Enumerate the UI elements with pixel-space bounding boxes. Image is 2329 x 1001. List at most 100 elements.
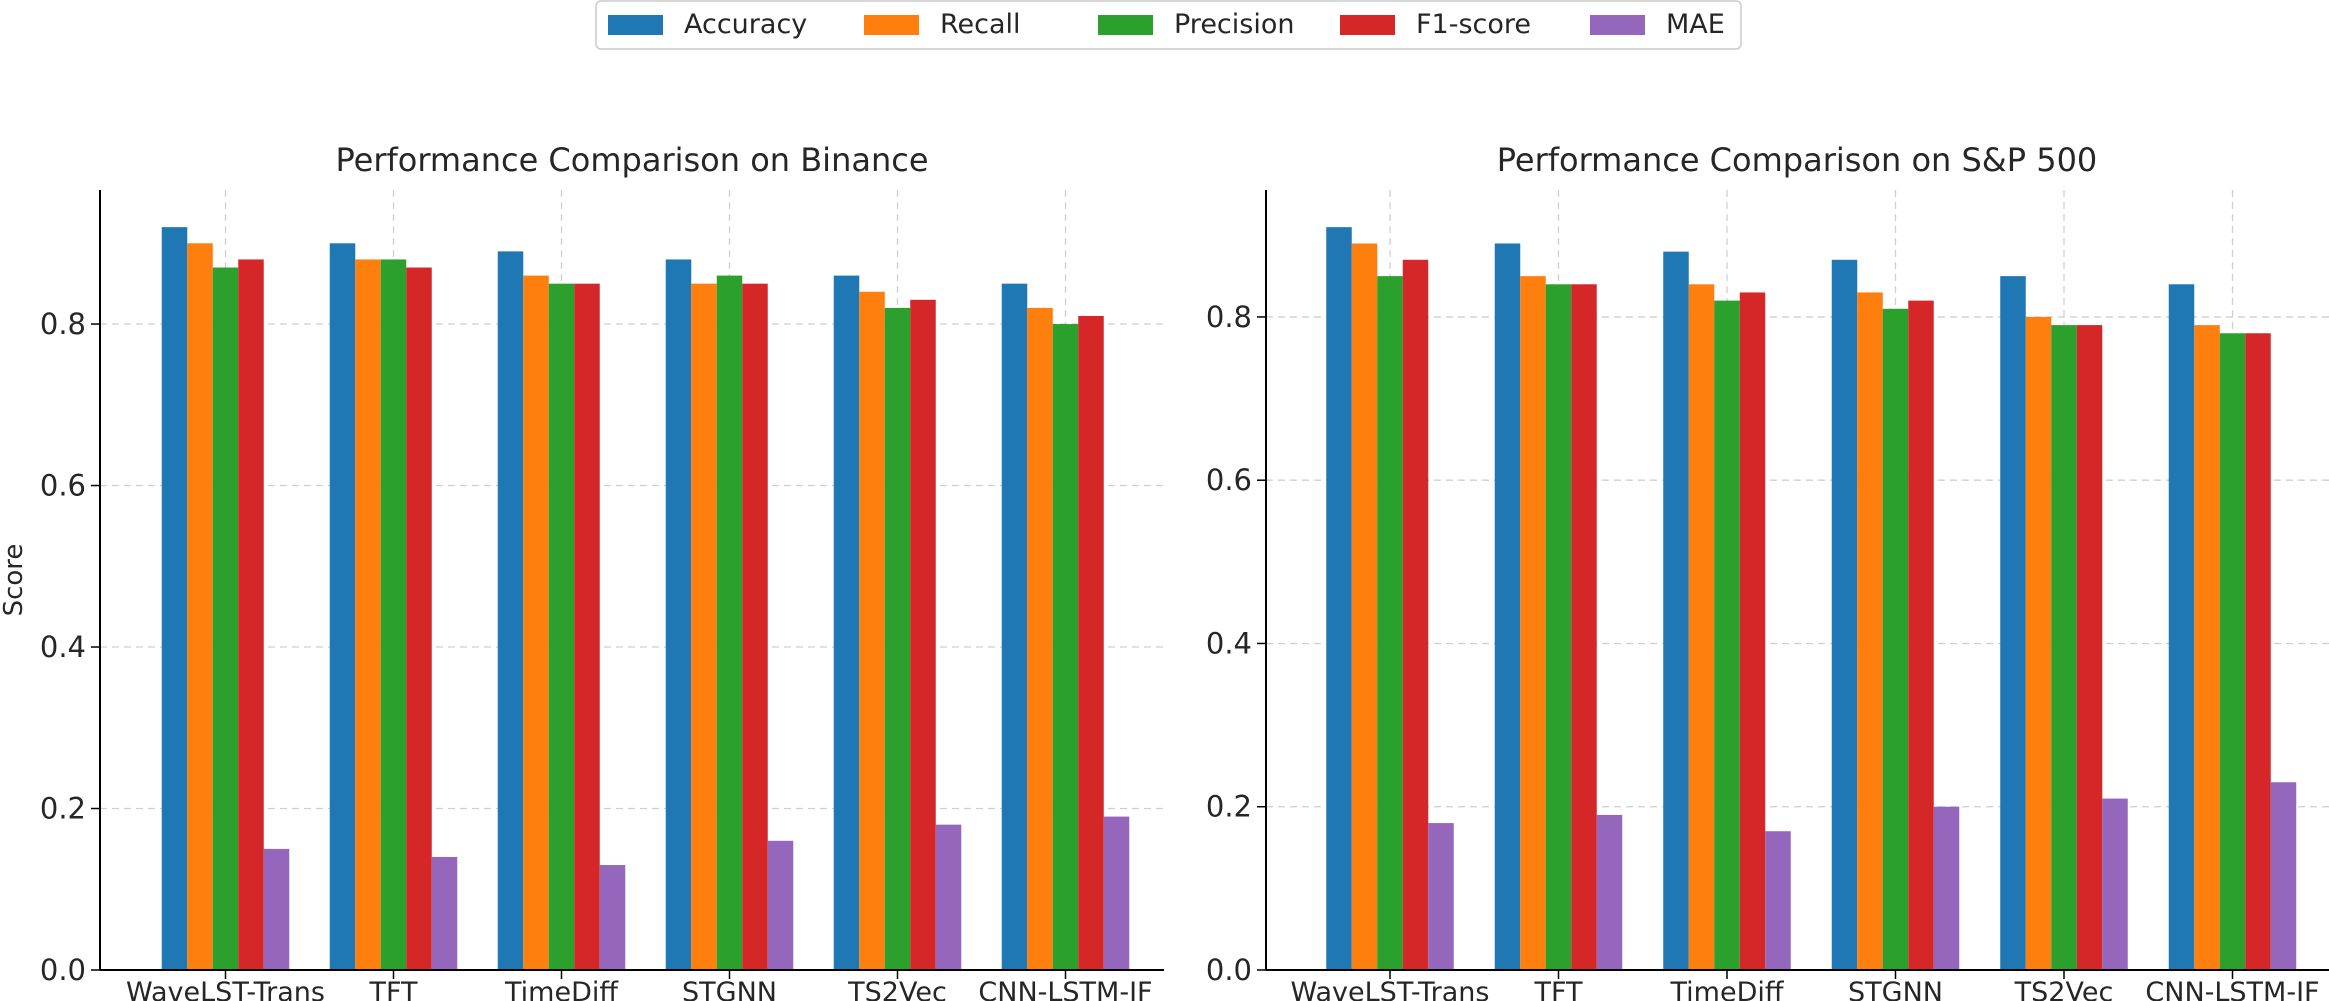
bar-accuracy-ts2vec <box>833 275 860 970</box>
bar-recall-wavelst-trans <box>1351 243 1378 971</box>
x-tick-label-ts2vec: TS2Vec <box>2014 977 2114 1001</box>
legend-label-precision: Precision <box>1174 9 1294 40</box>
bar-f1-score-tft <box>1571 284 1597 970</box>
bar-f1-score-wavelst-trans <box>1402 259 1429 971</box>
bar-recall-tft <box>355 259 381 970</box>
legend-label-accuracy: Accuracy <box>684 9 807 40</box>
bar-mae-tft <box>1596 814 1623 970</box>
chart-sp500: 0.0 0.2 0.4 0.6 0.8 WaveLST-Trans TFT TimeDiff S… <box>1206 141 2329 1001</box>
bar-mae-cnn-lstm-if <box>2270 782 2297 970</box>
bar-precision-ts2vec <box>884 307 911 970</box>
y-tick-label: 0.2 <box>40 792 86 826</box>
bar-mae-ts2vec <box>2102 798 2128 970</box>
bar-f1-score-stgnn <box>1908 300 1934 970</box>
bar-recall-timediff <box>1688 284 1715 970</box>
y-tick-label: 0.8 <box>1206 300 1252 334</box>
x-tick-label-timediff: TimeDiff <box>1670 977 1785 1001</box>
x-tick-label-tft: TFT <box>1533 977 1583 1001</box>
bar-precision-wavelst-trans <box>1377 276 1403 970</box>
legend-frame <box>595 0 1742 50</box>
y-tick-label: 0.0 <box>1206 953 1252 987</box>
bar-mae-wavelst-trans <box>263 848 290 970</box>
x-tick-label-wavelst-trans: WaveLST-Trans <box>126 977 325 1001</box>
bar-accuracy-tft <box>329 243 356 970</box>
bar-mae-ts2vec <box>935 824 962 970</box>
y-tick-label: 0.4 <box>40 630 86 664</box>
bar-accuracy-tft <box>1494 243 1521 971</box>
legend-swatch-mae <box>1590 15 1645 35</box>
bar-f1-score-ts2vec <box>910 299 936 970</box>
bar-mae-stgnn <box>767 840 794 970</box>
x-tick-label-wavelst-trans: WaveLST-Trans <box>1291 977 1490 1001</box>
legend: Accuracy Recall Precision F1-score MAE <box>595 0 1742 50</box>
y-tick-label: 0.6 <box>1206 463 1252 497</box>
bar-recall-cnn-lstm-if <box>1027 307 1053 970</box>
x-tick-label-ts2vec: TS2Vec <box>847 977 947 1001</box>
x-tick-label-tft: TFT <box>368 977 418 1001</box>
legend-label-mae: MAE <box>1666 9 1725 40</box>
bar-accuracy-cnn-lstm-if <box>2168 284 2195 970</box>
bar-f1-score-cnn-lstm-if <box>2245 333 2271 970</box>
chart-title: Performance Comparison on S&P 500 <box>1497 141 2098 179</box>
y-tick-label: 0.2 <box>1206 790 1252 824</box>
bar-precision-ts2vec <box>2051 325 2077 970</box>
y-tick-label: 0.8 <box>40 307 86 341</box>
bar-recall-stgnn <box>1857 292 1883 970</box>
bar-f1-score-ts2vec <box>2076 325 2103 970</box>
legend-label-recall: Recall <box>940 9 1021 40</box>
bar-precision-timediff <box>548 283 575 971</box>
bar-accuracy-timediff <box>497 251 524 970</box>
y-tick-label: 0.6 <box>40 469 86 503</box>
bar-recall-stgnn <box>691 283 717 971</box>
legend-swatch-precision <box>1098 15 1153 35</box>
bar-f1-score-cnn-lstm-if <box>1078 315 1104 970</box>
x-tick-label-timediff: TimeDiff <box>504 977 619 1001</box>
y-axis-label: Score <box>0 544 29 617</box>
bar-recall-tft <box>1520 276 1546 970</box>
bar-precision-tft <box>380 259 407 970</box>
bar-precision-timediff <box>1714 300 1740 970</box>
x-tick-label-cnn-lstm-if: CNN-LSTM-IF <box>2145 977 2319 1001</box>
chart-title: Performance Comparison on Binance <box>335 141 928 179</box>
bar-recall-wavelst-trans <box>187 243 213 970</box>
bar-mae-timediff <box>1765 831 1791 970</box>
bar-mae-timediff <box>599 865 626 970</box>
bar-mae-cnn-lstm-if <box>1103 816 1130 970</box>
bar-precision-stgnn <box>716 275 743 970</box>
legend-swatch-accuracy <box>608 15 663 35</box>
bar-recall-ts2vec <box>2025 316 2052 970</box>
bar-precision-tft <box>1545 284 1572 970</box>
bar-precision-cnn-lstm-if <box>2219 333 2246 970</box>
bar-mae-wavelst-trans <box>1428 823 1454 970</box>
bar-f1-score-stgnn <box>742 283 768 971</box>
bar-precision-stgnn <box>1882 308 1909 970</box>
bar-accuracy-stgnn <box>665 259 692 970</box>
x-tick-label-stgnn: STGNN <box>682 977 777 1001</box>
y-tick-label: 0.0 <box>40 953 86 987</box>
bar-mae-stgnn <box>1933 806 1960 970</box>
bar-f1-score-tft <box>406 267 432 971</box>
chart-binance: 0.0 0.2 0.4 0.6 0.8 WaveLST-Trans TFT TimeDiff S… <box>0 141 1164 1001</box>
bar-recall-cnn-lstm-if <box>2194 325 2220 970</box>
bar-precision-cnn-lstm-if <box>1052 324 1079 971</box>
bar-f1-score-wavelst-trans <box>238 259 264 970</box>
bar-recall-timediff <box>523 275 549 970</box>
y-tick-label: 0.4 <box>1206 626 1252 660</box>
bar-accuracy-stgnn <box>1831 259 1858 971</box>
bar-mae-tft <box>431 856 458 970</box>
legend-swatch-recall <box>864 15 919 35</box>
x-tick-label-stgnn: STGNN <box>1848 977 1943 1001</box>
bar-f1-score-timediff <box>1739 292 1766 970</box>
bar-f1-score-timediff <box>574 283 600 971</box>
bar-accuracy-wavelst-trans <box>161 227 188 971</box>
bar-recall-ts2vec <box>859 291 885 970</box>
legend-swatch-f1-score <box>1340 15 1395 35</box>
bar-accuracy-cnn-lstm-if <box>1001 283 1028 971</box>
bar-precision-wavelst-trans <box>212 267 239 971</box>
bar-accuracy-timediff <box>1663 251 1689 970</box>
x-tick-label-cnn-lstm-if: CNN-LSTM-IF <box>978 977 1152 1001</box>
legend-label-f1-score: F1-score <box>1416 9 1531 40</box>
bar-accuracy-ts2vec <box>2000 276 2026 970</box>
bar-accuracy-wavelst-trans <box>1326 227 1352 971</box>
